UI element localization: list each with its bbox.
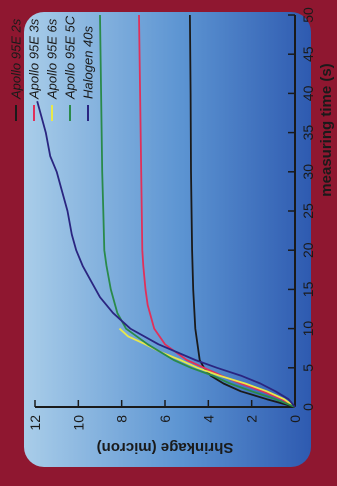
legend-label-2: Apollo 95E 3s xyxy=(27,18,42,100)
plot-background xyxy=(24,12,311,467)
x-tick-label: 35 xyxy=(300,125,316,141)
x-tick-label: 15 xyxy=(300,281,316,297)
y-axis-label: Shrinkage (micron) xyxy=(97,439,234,456)
x-tick-label: 45 xyxy=(300,46,316,62)
x-axis-label: measuring time (s) xyxy=(318,63,335,196)
x-tick-label: 25 xyxy=(300,203,316,219)
x-tick-label: 40 xyxy=(300,85,316,101)
x-tick-label: 10 xyxy=(300,321,316,337)
x-tick-label: 5 xyxy=(300,364,316,372)
x-tick-label: 30 xyxy=(300,164,316,180)
x-tick-label: 0 xyxy=(300,403,316,411)
series-line-3 xyxy=(118,327,296,408)
y-tick-label: 4 xyxy=(200,415,216,423)
legend-label-5: Halogen 40s xyxy=(81,26,96,99)
y-tick-label: 8 xyxy=(114,415,130,423)
y-tick-label: 6 xyxy=(157,415,173,423)
legend-label-3: Apollo 95E 6s xyxy=(45,18,60,100)
legend-label-1: Apollo 95E 2s xyxy=(9,18,24,100)
x-tick-label: 50 xyxy=(300,7,316,23)
series-line-2 xyxy=(138,14,296,408)
y-tick-label: 0 xyxy=(287,415,303,423)
series-line-5 xyxy=(36,100,296,408)
series-line-1 xyxy=(189,14,296,408)
y-tick-label: 2 xyxy=(244,415,260,423)
legend-label-4: Apollo 95E 5C xyxy=(63,15,78,100)
series-line-4 xyxy=(99,14,296,408)
x-tick-label: 20 xyxy=(300,242,316,258)
y-tick-label: 10 xyxy=(70,415,86,431)
y-tick-label: 12 xyxy=(27,415,43,431)
